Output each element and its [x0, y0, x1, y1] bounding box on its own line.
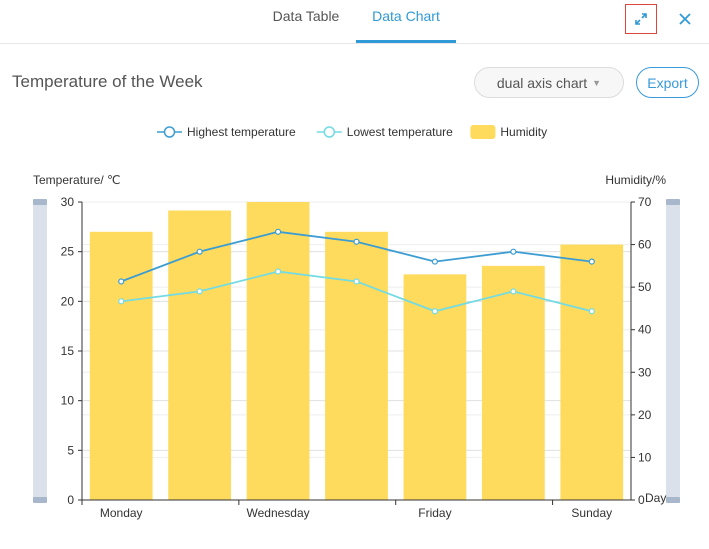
series-point — [353, 278, 360, 285]
y-tick-label-right: 20 — [638, 408, 652, 422]
tab-data-table[interactable]: Data Table — [272, 8, 340, 24]
y-tick-label-left: 5 — [67, 443, 74, 457]
temperature-lines — [118, 228, 595, 315]
humidity-bar — [560, 244, 624, 500]
legend-label: Lowest temperature — [347, 125, 453, 139]
series-point — [118, 298, 125, 305]
data-zoom-track — [33, 202, 47, 500]
right-axis-day-label: Day — [645, 491, 666, 505]
data-zoom-right[interactable] — [666, 199, 680, 503]
y-tick-label-left: 25 — [61, 245, 75, 259]
legend-item[interactable]: Highest temperature — [157, 125, 296, 139]
y-tick-label-left: 10 — [61, 394, 75, 408]
y-tick-label-right: 10 — [638, 450, 652, 464]
legend-item[interactable]: Humidity — [470, 125, 547, 139]
data-zoom-track — [666, 202, 680, 500]
y-tick-label-right: 70 — [638, 195, 652, 209]
close-button[interactable] — [672, 6, 698, 32]
humidity-bar — [246, 202, 310, 500]
legend-marker — [163, 126, 176, 138]
humidity-bar — [325, 231, 388, 501]
data-zoom-handle-bottom — [33, 497, 47, 503]
x-tick-label: Wednesday — [246, 506, 309, 520]
series-point — [431, 308, 439, 315]
series-point — [196, 248, 203, 255]
chart-title: Temperature of the Week — [12, 72, 203, 91]
series-point — [196, 288, 203, 295]
chevron-down-icon: ▼ — [592, 77, 602, 88]
y-tick-label-left: 20 — [61, 294, 75, 308]
y-tick-label-right: 0 — [638, 493, 645, 507]
tab-data-chart[interactable]: Data Chart — [356, 7, 456, 43]
series-point — [353, 238, 360, 245]
y-tick-label-left: 15 — [61, 344, 75, 358]
chart-legend[interactable]: Highest temperature Lowest temperature Hum… — [157, 125, 547, 139]
y-tick-label-right: 30 — [638, 365, 652, 379]
legend-label: Highest temperature — [187, 125, 296, 139]
series-point — [431, 258, 439, 265]
x-tick-label: Sunday — [571, 506, 612, 520]
close-x-icon — [679, 13, 691, 25]
humidity-bar — [89, 231, 153, 501]
tab-header: Data Table Data Chart — [0, 0, 709, 44]
series-point — [510, 288, 517, 295]
humidity-bars — [89, 202, 624, 501]
data-zoom-handle-bottom — [666, 497, 680, 503]
data-zoom-handle-top — [666, 199, 680, 205]
y-tick-label-right: 50 — [638, 280, 652, 294]
chart-type-select[interactable]: dual axis chart ▼ — [474, 67, 624, 98]
expand-button[interactable] — [625, 4, 657, 34]
legend-marker — [323, 126, 336, 138]
data-zoom-handle-top — [33, 199, 47, 205]
series-point — [588, 258, 595, 265]
series-point — [118, 278, 125, 285]
legend-item[interactable]: Lowest temperature — [316, 125, 453, 139]
y-axis-right-label: Humidity/% — [605, 173, 666, 187]
y-tick-label-left: 30 — [61, 195, 75, 209]
expand-arrows-icon — [635, 13, 647, 25]
axes: 0 5 10 15 20 25 30 0 10 20 30 40 50 60 70 Monday Wednesd… — [61, 195, 652, 520]
legend-bar-swatch — [470, 125, 496, 139]
x-tick-label: Monday — [100, 506, 143, 520]
series-point — [274, 268, 282, 275]
legend-label: Humidity — [500, 125, 547, 139]
y-tick-label-right: 40 — [638, 323, 652, 337]
humidity-bar — [481, 265, 545, 500]
data-zoom-left[interactable] — [33, 199, 47, 503]
series-point — [274, 228, 282, 235]
chart-type-value: dual axis chart — [496, 74, 588, 91]
export-button[interactable]: Export — [636, 67, 699, 98]
series-point — [588, 308, 595, 315]
x-tick-label: Friday — [418, 506, 451, 520]
dual-axis-chart: Highest temperature Lowest temperature Hum… — [33, 125, 680, 520]
series-point — [510, 248, 517, 255]
y-tick-label-left: 0 — [67, 493, 74, 507]
y-tick-label-right: 60 — [638, 238, 652, 252]
y-axis-left-label: Temperature/ ℃ — [33, 173, 121, 187]
